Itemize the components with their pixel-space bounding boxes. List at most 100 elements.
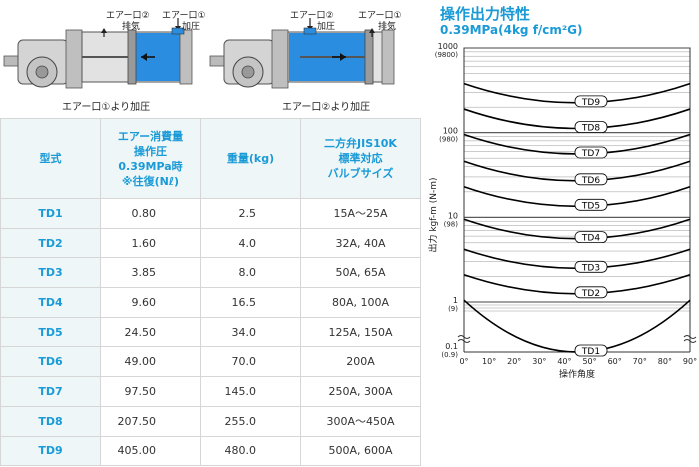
table-row: TD9 405.00 480.0 500A, 600A: [0, 435, 421, 467]
chart-title: 操作出力特性: [440, 5, 531, 23]
cell-weight: 70.0: [200, 346, 301, 378]
header-air-line3: 0.39MPa時: [118, 159, 183, 173]
cell-valve: 500A, 600A: [300, 435, 421, 467]
x-tick-label: 90°: [683, 357, 697, 366]
cell-model: TD4: [0, 287, 101, 318]
series-label-td2: TD2: [581, 289, 600, 299]
actuator-right: エアー口② 加圧 エアー口① 排気 エアー口②より加圧: [209, 11, 402, 113]
cell-air: 97.50: [100, 376, 201, 407]
cell-model: TD6: [0, 346, 101, 378]
axis-break-mark: [683, 339, 697, 343]
spec-table: 型式 エアー消費量 操作圧 0.39MPa時 ※往復(Nℓ) 重量(kg) 二方…: [0, 118, 421, 467]
header-valve-line2: 標準対応: [338, 152, 383, 165]
cell-model: TD8: [0, 405, 101, 437]
table-row: TD4 9.60 16.5 80A, 100A: [0, 287, 421, 318]
series-label-td3: TD3: [581, 263, 600, 273]
actuator-diagram: エアー口② 排気 エアー口① 加圧 エアー口①より加圧 エアー口② 加圧 エアー…: [3, 11, 402, 113]
series-label-td7: TD7: [581, 149, 600, 159]
cell-air: 24.50: [100, 316, 201, 348]
series-label-td4: TD4: [581, 234, 600, 244]
table-row: TD2 1.60 4.0 32A, 40A: [0, 227, 421, 259]
cell-weight: 34.0: [200, 316, 301, 348]
x-tick-label: 30°: [532, 357, 546, 366]
cell-weight: 2.5: [200, 198, 301, 229]
cell-model: TD5: [0, 316, 101, 348]
x-tick-label: 10°: [482, 357, 496, 366]
series-label-box: [574, 344, 608, 357]
cell-valve: 300A〜450A: [300, 405, 421, 437]
table-row: TD1 0.80 2.5 15A〜25A: [0, 198, 421, 229]
cell-valve: 15A〜25A: [300, 198, 421, 229]
cell-air: 0.80: [100, 198, 201, 229]
output-characteristics-chart: 操作出力特性 0.39MPa(4kg f/cm²G) 1000 (9800) 100…: [422, 0, 699, 467]
series-label-box: [574, 95, 608, 108]
header-air-line2: 操作圧: [134, 144, 167, 158]
table-row: TD3 3.85 8.0 50A, 65A: [0, 257, 421, 289]
header-model: 型式: [0, 118, 101, 199]
header-air-line4: ※往復(Nℓ): [121, 174, 180, 188]
y-tick-label: 1: [453, 296, 458, 305]
table-header-row: 型式 エアー消費量 操作圧 0.39MPa時 ※往復(Nℓ) 重量(kg) 二方…: [0, 118, 421, 199]
table-row: TD8 207.50 255.0 300A〜450A: [0, 405, 421, 437]
cell-model: TD1: [0, 198, 101, 229]
cell-air: 9.60: [100, 287, 201, 318]
cell-weight: 16.5: [200, 287, 301, 318]
chart-svg: 1000(9800) 100(980) 10(98) 1(9) 0.1(0.9)0° 10…: [427, 42, 697, 380]
cell-air: 207.50: [100, 405, 201, 437]
x-tick-label: 40°: [557, 357, 571, 366]
x-tick-label: 20°: [507, 357, 521, 366]
left-caption: エアー口①より加圧: [62, 101, 150, 113]
chart-subtitle: 0.39MPa(4kg f/cm²G): [440, 23, 583, 37]
series-label-td5: TD5: [581, 201, 600, 211]
x-tick-label: 80°: [658, 357, 672, 366]
cell-valve: 200A: [300, 346, 421, 378]
y-axis-label: 出力 kgf-m (N-m): [427, 177, 439, 252]
header-weight: 重量(kg): [200, 118, 301, 199]
right-exhaust-label: 排気: [378, 20, 396, 32]
y-tick-sublabel: (980): [439, 136, 458, 144]
cell-model: TD9: [0, 435, 101, 467]
left-exhaust-label: 排気: [122, 20, 140, 32]
cell-air: 3.85: [100, 257, 201, 289]
y-tick-sublabel: (0.9): [441, 351, 458, 359]
cell-air: 405.00: [100, 435, 201, 467]
cell-weight: 4.0: [200, 227, 301, 259]
cell-valve: 80A, 100A: [300, 287, 421, 318]
cell-air: 49.00: [100, 346, 201, 378]
table-row: TD7 97.50 145.0 250A, 300A: [0, 376, 421, 407]
table-row: TD6 49.00 70.0 200A: [0, 346, 421, 378]
y-tick-label: 1000: [438, 42, 458, 51]
cell-model: TD3: [0, 257, 101, 289]
left-port1-label: エアー口①: [162, 11, 206, 21]
cell-air: 1.60: [100, 227, 201, 259]
cell-weight: 480.0: [200, 435, 301, 467]
x-tick-label: 50°: [582, 357, 596, 366]
y-tick-sublabel: (9800): [435, 51, 459, 59]
axis-break-mark: [683, 335, 697, 339]
cell-weight: 8.0: [200, 257, 301, 289]
right-pressure-label: 加圧: [317, 21, 335, 32]
series-label-box: [574, 231, 608, 244]
cell-weight: 255.0: [200, 405, 301, 437]
y-tick-sublabel: (9): [448, 305, 458, 313]
actuator-left: エアー口② 排気 エアー口① 加圧 エアー口①より加圧: [3, 11, 206, 113]
series-label-box: [574, 260, 608, 273]
table-row: TD5 24.50 34.0 125A, 150A: [0, 316, 421, 348]
series-label-box: [574, 286, 608, 299]
x-tick-label: 70°: [633, 357, 647, 366]
left-pressure-label: 加圧: [182, 21, 200, 32]
series-label-box: [574, 121, 608, 133]
axis-break-mark: [457, 339, 471, 343]
left-port2-label: エアー口②: [106, 11, 150, 21]
header-valve-size: 二方弁JIS10K 標準対応 バルブサイズ: [300, 118, 421, 199]
series-label-td8: TD8: [581, 123, 600, 133]
header-valve-line1: 二方弁JIS10K: [324, 137, 397, 150]
cell-valve: 125A, 150A: [300, 316, 421, 348]
series-label-td1: TD1: [581, 347, 600, 357]
y-tick-label: 100: [443, 127, 458, 136]
x-tick-label: 60°: [608, 357, 622, 366]
header-air-consumption: エアー消費量 操作圧 0.39MPa時 ※往復(Nℓ): [100, 118, 201, 199]
cell-model: TD7: [0, 376, 101, 407]
cell-model: TD2: [0, 227, 101, 259]
series-label-box: [574, 146, 608, 159]
